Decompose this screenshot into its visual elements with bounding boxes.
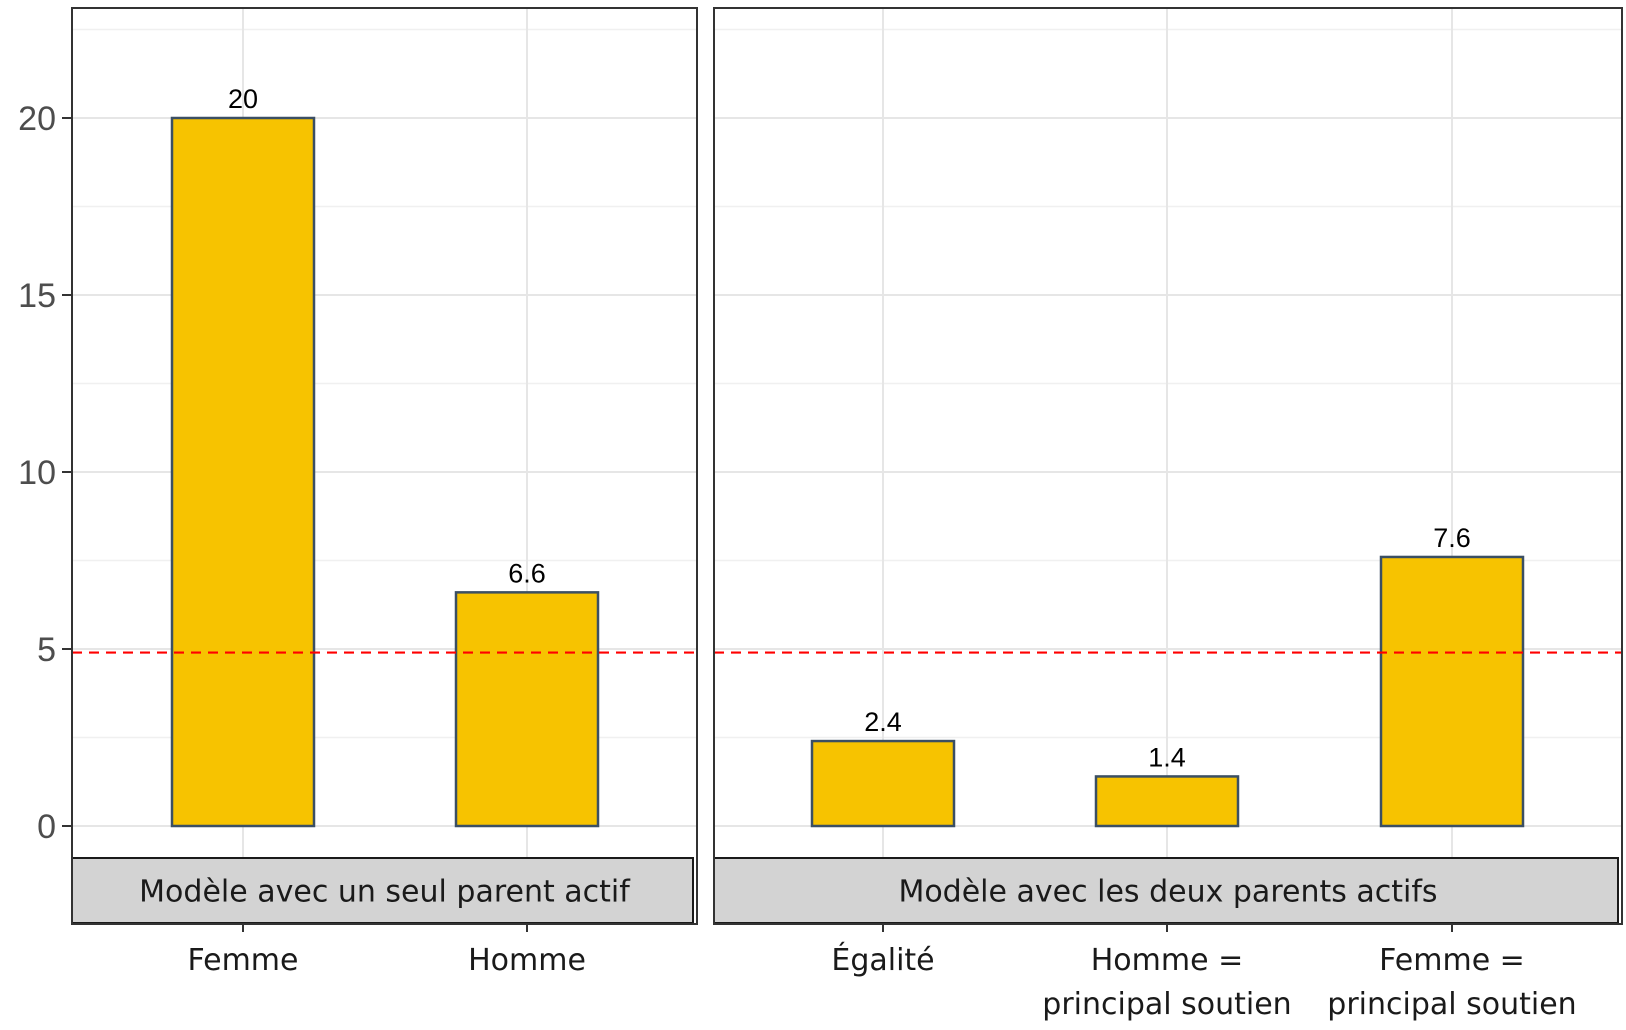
y-tick-label: 5 xyxy=(37,631,56,669)
x-tick-label-line: Femme = xyxy=(1379,943,1525,978)
bar-femme-principal-soutien xyxy=(1379,555,1525,828)
y-tick-label: 15 xyxy=(18,277,56,315)
x-tick-label: Femme xyxy=(188,943,299,978)
x-tick-label: Homme = principal soutien xyxy=(1042,943,1291,1022)
bar-galit xyxy=(810,739,956,828)
x-tick-label-line: Femme xyxy=(188,943,299,978)
bar-value-label: 2.4 xyxy=(864,707,902,737)
facet-strip-label: Modèle avec un seul parent actif xyxy=(139,875,631,910)
x-tick-label: Femme = principal soutien xyxy=(1327,943,1576,1022)
bar-value-label: 20 xyxy=(228,84,258,114)
x-tick-label: Égalité xyxy=(831,942,934,978)
bar-value-label: 1.4 xyxy=(1148,742,1186,772)
facet-panel-2: 2.4 1.4 7.6 Modèle avec les deux parents ac… xyxy=(713,7,1623,1022)
x-tick-label-line: Homme xyxy=(468,943,586,978)
bar-femme xyxy=(170,116,316,828)
y-tick-label: 0 xyxy=(37,808,56,846)
x-tick-label-line: principal soutien xyxy=(1327,987,1576,1022)
bar-homme-principal-soutien xyxy=(1094,775,1240,828)
x-tick-label-line: Égalité xyxy=(831,942,934,978)
x-tick-label: Homme xyxy=(468,943,586,978)
facet-strip-label: Modèle avec les deux parents actifs xyxy=(898,875,1437,910)
bar-value-label: 6.6 xyxy=(508,558,546,588)
panel-background xyxy=(72,8,697,924)
panel-border xyxy=(71,7,698,925)
y-tick-label: 20 xyxy=(18,100,56,138)
bar-value-label: 7.6 xyxy=(1433,523,1471,553)
y-tick-label: 10 xyxy=(18,454,56,492)
x-tick-label-line: principal soutien xyxy=(1042,987,1291,1022)
facet-panel-1: 20 6.6 Modèle avec un seul parent actif Fem… xyxy=(71,7,698,978)
x-tick-label-line: Homme = xyxy=(1091,943,1244,978)
bar-homme xyxy=(454,591,600,828)
